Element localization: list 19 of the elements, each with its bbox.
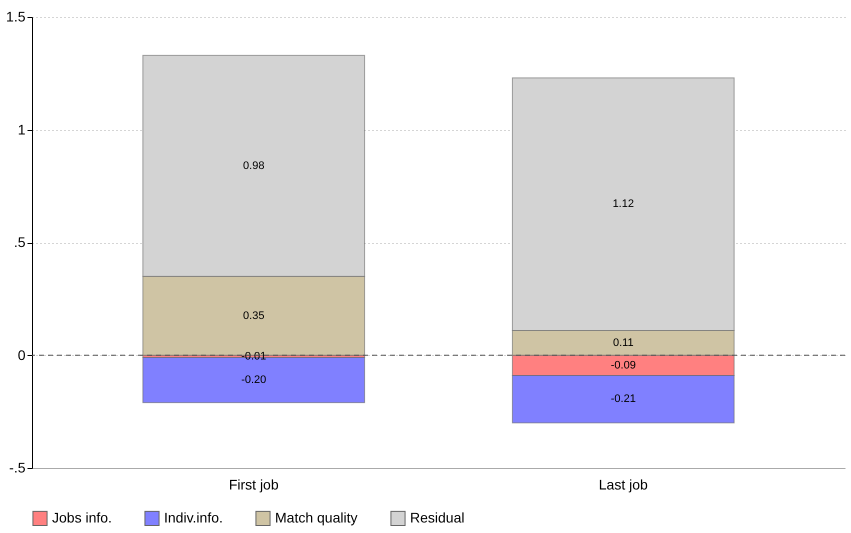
data-label: 0.98	[243, 160, 264, 172]
legend-label: Match quality	[275, 509, 358, 526]
legend-label: Jobs info.	[52, 509, 112, 526]
data-label: 0.35	[243, 310, 264, 322]
y-tick-label: .5	[14, 234, 26, 250]
y-tick-label: -.5	[9, 460, 26, 476]
data-label: -0.20	[241, 374, 266, 386]
legend-label: Indiv.info.	[164, 509, 223, 526]
data-label: 1.12	[612, 198, 634, 210]
y-tick-label: 1	[18, 121, 26, 138]
data-label: -0.21	[610, 393, 636, 406]
y-tick-label: 1.5	[6, 8, 26, 24]
data-label: -0.01	[241, 350, 266, 362]
data-label: -0.09	[610, 359, 636, 372]
x-tick-label: First job	[228, 476, 279, 492]
x-tick-label: Last job	[598, 476, 648, 492]
y-tick-label: 0	[18, 346, 26, 363]
legend-label: Residual	[410, 509, 464, 526]
data-label: 0.11	[612, 336, 634, 349]
